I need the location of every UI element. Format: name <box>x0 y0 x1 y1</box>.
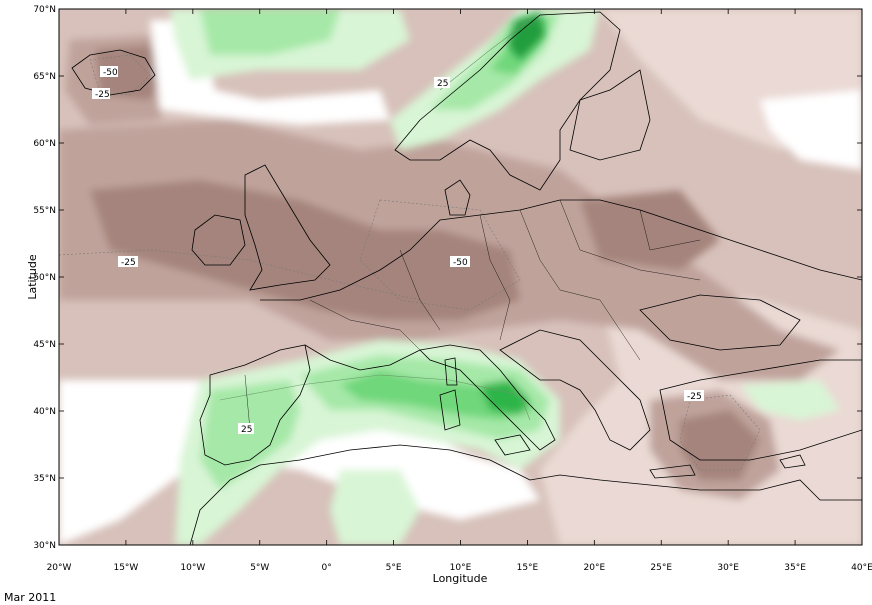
border-6 <box>599 299 641 361</box>
coast-africa <box>189 444 862 545</box>
y-tick-label: 45°N <box>33 340 56 350</box>
border-3 <box>479 214 511 341</box>
coast-britain <box>244 164 331 291</box>
contour-label-norway: 25 <box>437 79 448 89</box>
contour-label-bg-iceland-a <box>100 66 118 77</box>
coast-corsica <box>444 357 458 386</box>
coast-denmark <box>444 179 471 216</box>
coast-turkey <box>659 359 862 461</box>
x-tick-label: 15°W <box>113 563 138 573</box>
contour-iceland <box>89 54 151 96</box>
x-tick-label: 20°W <box>47 563 72 573</box>
y-tick-label: 50°N <box>33 273 56 283</box>
field-strong-green-tyrrhenian <box>480 380 530 415</box>
coast-cyprus <box>779 454 806 469</box>
coast-italy <box>419 344 556 451</box>
field-light-green-iberia <box>200 380 300 490</box>
y-tick-label: 30°N <box>33 541 56 551</box>
footer-date: Mar 2011 <box>4 591 57 604</box>
x-tick-label: 35°E <box>784 563 806 573</box>
contour-label-bg-aegean <box>684 390 704 401</box>
contour-label-bg-central <box>450 256 470 267</box>
coast-black-sea <box>639 294 801 351</box>
coast-iberia <box>199 344 311 466</box>
y-tick-label: 55°N <box>33 206 56 216</box>
coast-sicily <box>494 434 531 456</box>
y-tick-label: 60°N <box>33 139 56 149</box>
field-strong-brown-aegean <box>680 410 760 480</box>
field-white-east <box>760 90 862 170</box>
field-pale-green-turkey <box>740 380 840 420</box>
x-tick-label: 25°E <box>650 563 672 573</box>
field-pale-green-sahara <box>330 470 420 545</box>
contour-label-atlantic: -25 <box>121 258 136 268</box>
contour-label-bg-iberia <box>238 423 254 434</box>
contour-west <box>59 249 421 301</box>
x-tick-label: 0° <box>322 563 332 573</box>
x-tick-label: 5°W <box>250 563 269 573</box>
y-axis-title: Latitude <box>26 254 39 300</box>
contour-med-green <box>219 374 531 421</box>
contour-label-bg-iceland-b <box>92 88 110 99</box>
coast-ireland <box>191 214 246 266</box>
field-white-sw <box>59 380 540 545</box>
contour-label-aegean: -25 <box>687 392 702 402</box>
contour-label-iceland-a: -50 <box>103 68 118 78</box>
field-strong-brown-west <box>90 180 520 320</box>
y-tick-label: 70°N <box>33 5 56 15</box>
x-axis-title: Longitude <box>433 572 488 585</box>
y-tick-label: 65°N <box>33 72 56 82</box>
contour-aegean <box>679 394 761 471</box>
x-tick-label: 20°E <box>584 563 606 573</box>
border-2 <box>399 249 441 331</box>
x-tick-label: 30°E <box>717 563 739 573</box>
contour-lines <box>59 54 761 471</box>
x-axis-ticks: 20°W 15°W 10°W 5°W 0° 5°E 10°E 15°E 20°E 25°E 30°E… <box>47 9 872 573</box>
y-tick-label: 40°N <box>33 407 56 417</box>
field-strong-brown-iceland <box>95 45 165 100</box>
border-7 <box>639 209 701 251</box>
contour-label-bg-atlantic <box>118 256 138 267</box>
x-tick-label: 10°W <box>180 563 205 573</box>
coast-crete <box>649 464 696 479</box>
border-1 <box>309 299 421 351</box>
coast-france-south <box>304 344 421 371</box>
coast-finland <box>569 69 651 161</box>
y-tick-label: 35°N <box>33 474 56 484</box>
contour-lines-green <box>219 19 531 421</box>
country-borders <box>244 199 701 431</box>
coast-balkans <box>499 329 651 451</box>
field-dark-green-norway-core <box>508 12 545 60</box>
contour-label-central: -50 <box>453 258 468 268</box>
border-4 <box>519 209 601 301</box>
x-tick-label: 5°E <box>386 563 402 573</box>
contour-label-iberia: 25 <box>241 425 252 435</box>
contour-central <box>359 199 521 311</box>
field-light-green-north <box>200 9 340 55</box>
contour-label-iceland-b: -25 <box>95 90 110 100</box>
coast-sardinia <box>439 389 461 431</box>
x-tick-label: 40°E <box>851 563 872 573</box>
field-mid-green-med <box>340 370 535 420</box>
anomaly-field <box>59 9 862 545</box>
x-tick-label: 10°E <box>450 563 472 573</box>
border-5 <box>559 199 701 281</box>
y-axis-ticks: 30°N 35°N 40°N 45°N 50°N 55°N 60°N 65°N 70°N <box>33 5 862 551</box>
contour-label-group: -50 -25 -25 -50 25 25 -25 <box>92 66 704 435</box>
x-tick-label: 15°E <box>517 563 539 573</box>
contour-label-bg-norway <box>434 77 450 88</box>
border-8 <box>244 374 251 431</box>
field-strong-brown-ukraine <box>580 190 720 270</box>
field-white-iceland-band <box>150 20 390 125</box>
contour-norway-green <box>439 19 531 91</box>
